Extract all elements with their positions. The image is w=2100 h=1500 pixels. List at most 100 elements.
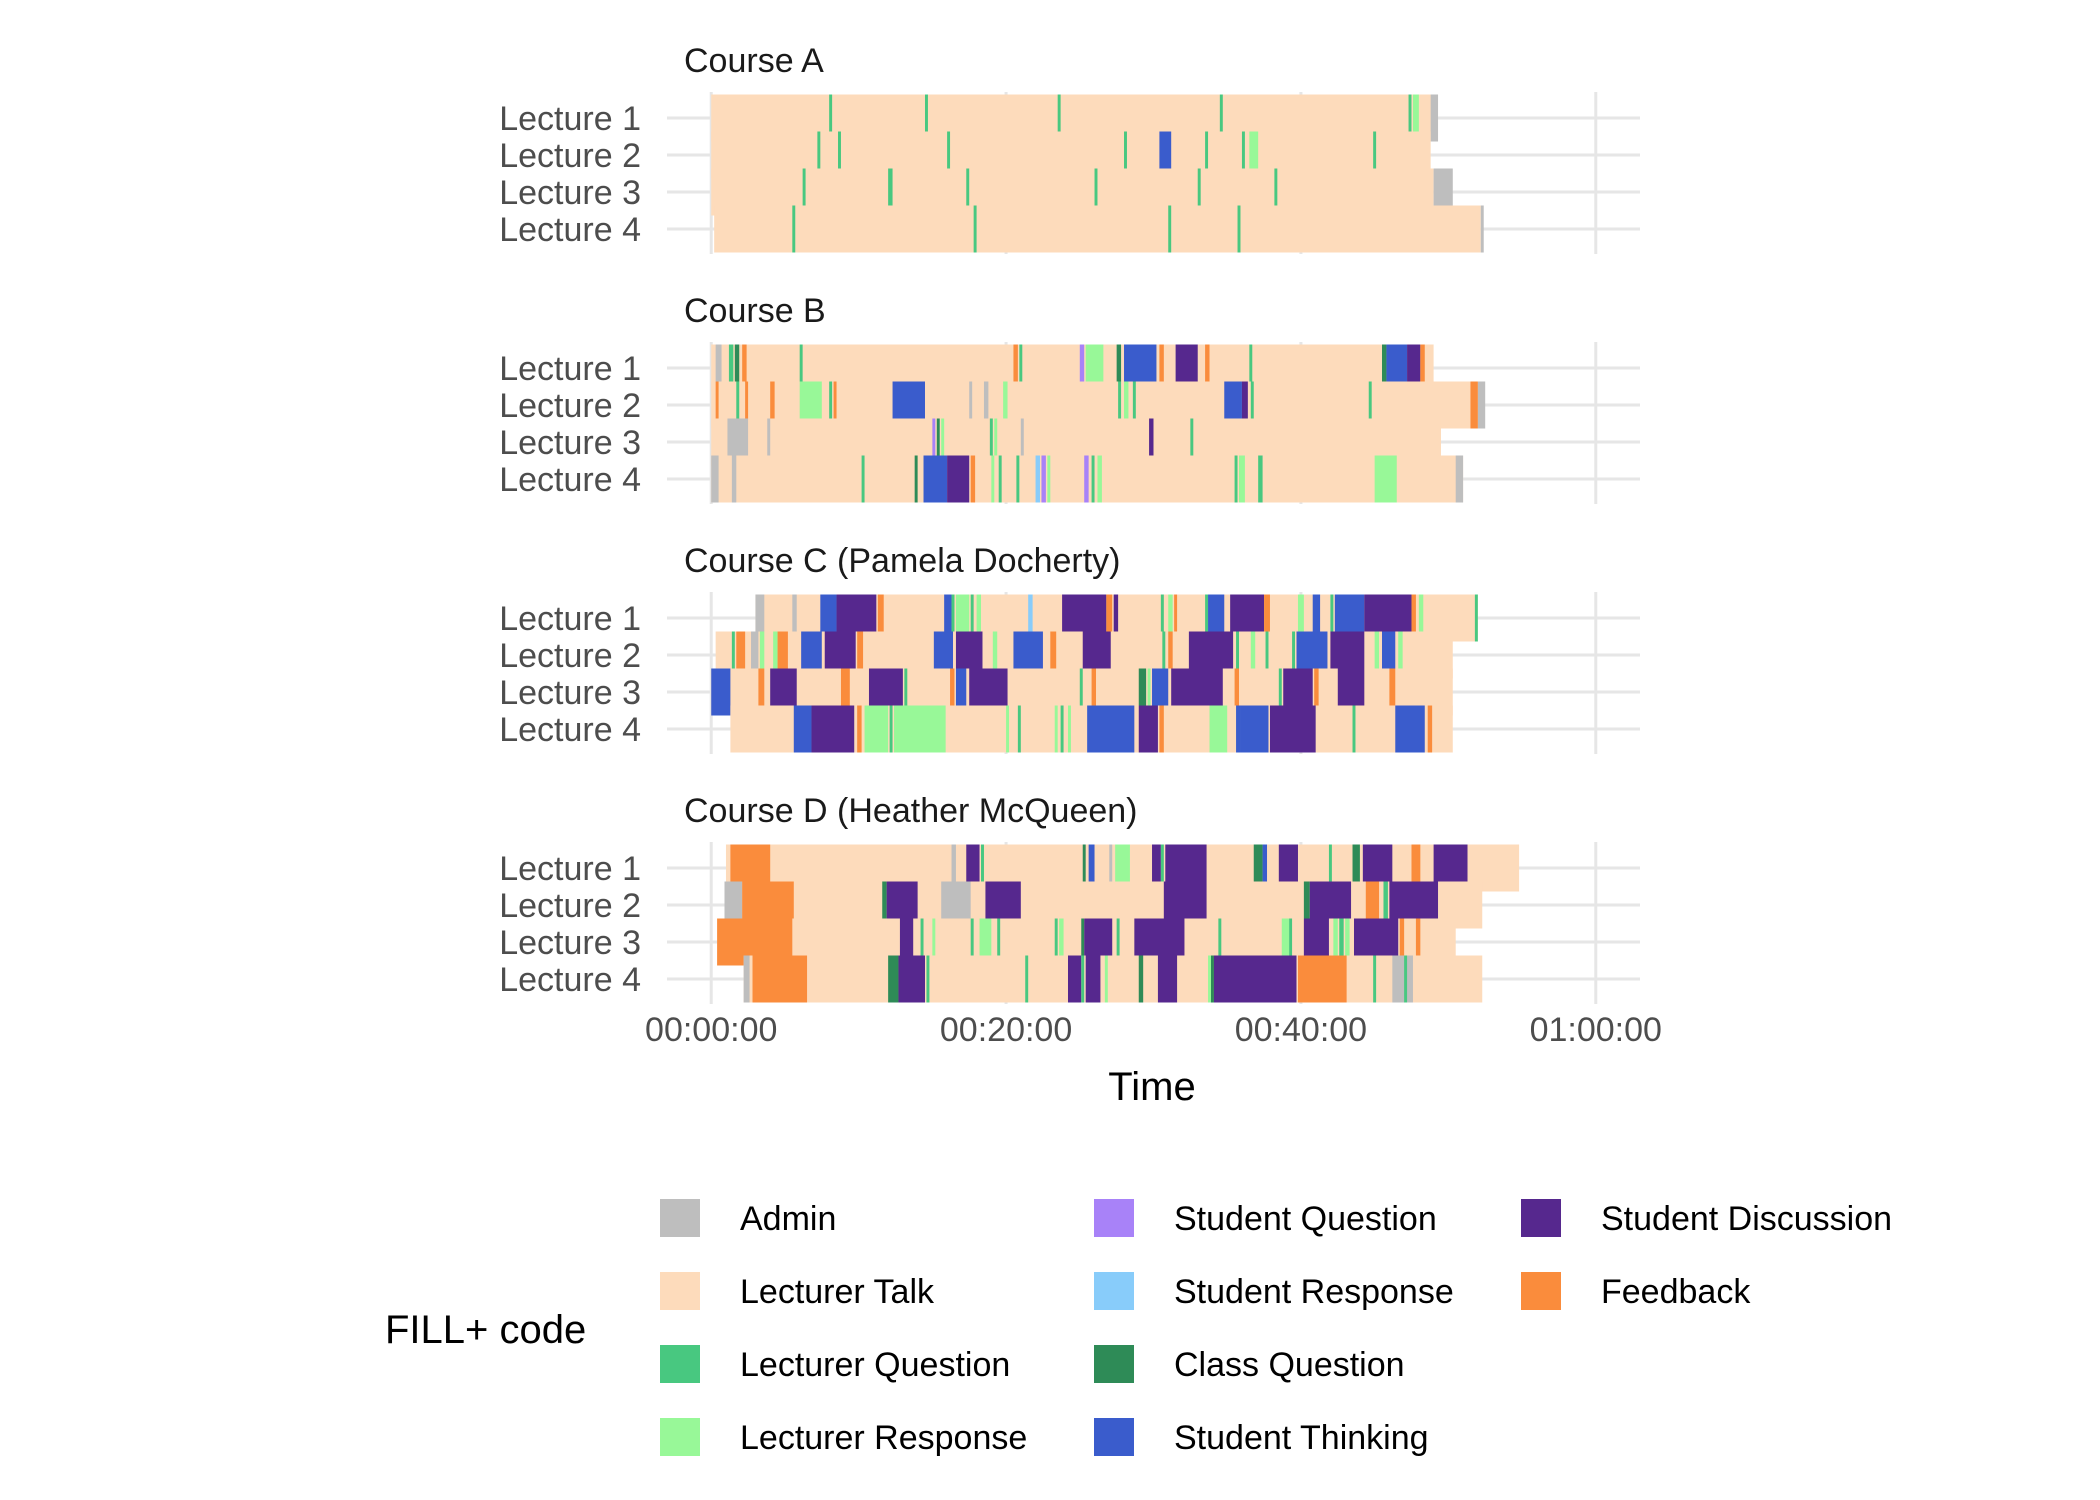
timeline-segment-lr [1239, 455, 1245, 503]
legend-item-admin: Admin [660, 1199, 836, 1238]
timeline-segment-lq [889, 705, 893, 753]
x-tick-label: 00:00:00 [645, 1011, 777, 1049]
timeline-segment-admin [1477, 381, 1486, 429]
timeline-segment-lq [981, 844, 984, 892]
timeline-segment-fb [1168, 631, 1173, 679]
timeline-segment-fb [736, 631, 746, 679]
timeline-segment-lq [1094, 168, 1098, 216]
timeline-segment-sd [1067, 955, 1082, 1003]
timeline-segment-lr [1104, 955, 1108, 1003]
timeline-segment-admin [1020, 418, 1024, 466]
timeline-segment-fb [770, 381, 775, 429]
timeline-segment-lr [1250, 631, 1256, 679]
timeline-segment-lr [759, 631, 765, 679]
legend-swatch [1094, 1199, 1134, 1237]
timeline-segment-lr [1374, 455, 1397, 503]
timeline-segment-st [1395, 705, 1425, 753]
legend-label: Student Discussion [1601, 1200, 1892, 1238]
timeline-segment-lq [1190, 418, 1194, 466]
legend-swatch [660, 1345, 700, 1383]
timeline-segment-lq [1250, 381, 1254, 429]
timeline-segment-lr [1333, 918, 1338, 966]
timeline-segment-cq [936, 418, 940, 466]
timeline-segment-admin [1433, 168, 1453, 216]
timeline-segment-admin [755, 594, 765, 642]
y-tick-label: Lecture 3 [499, 424, 641, 462]
timeline-segment-admin [711, 455, 719, 503]
timeline-segment-lr [992, 631, 998, 679]
timeline-segment-lr [976, 594, 982, 642]
legend-label: Class Question [1174, 1346, 1405, 1384]
timeline-segment-lq [1258, 455, 1263, 503]
timeline-segment-fb [1205, 344, 1210, 392]
timeline-segment-lq [1237, 205, 1241, 253]
timeline-segment-lq [1383, 881, 1388, 929]
timeline-segment-lq [1219, 94, 1223, 142]
legend-swatch [1094, 1418, 1134, 1456]
timeline-segment-lr [1398, 631, 1403, 679]
timeline-segment-lr [773, 631, 778, 679]
timeline-segment-fb [1470, 381, 1478, 429]
timeline-segment-st [1240, 705, 1269, 753]
timeline-segment-admin [1480, 205, 1484, 253]
timeline-segment-lq [989, 418, 993, 466]
timeline-segment-lq [1057, 94, 1061, 142]
facet-panel: Course D (Heather McQueen)Lecture 1Lectu… [499, 792, 1640, 1004]
timeline-segment-lr [1418, 594, 1424, 642]
timeline-segment-fb [758, 668, 765, 716]
legend: FILL+ code Admin Lecturer Talk Lecturer Qu… [385, 1199, 1892, 1457]
timeline-segment-st [820, 594, 837, 642]
timeline-segment-lq [1124, 131, 1127, 179]
timeline-segment-sd [811, 705, 855, 753]
timeline-segment-talk [743, 955, 1483, 1003]
legend-label: Student Question [1174, 1200, 1437, 1238]
timeline-segment-lq [1404, 955, 1408, 1003]
timeline-segment-lq [1205, 131, 1209, 179]
timeline-segment-lr [1097, 455, 1102, 503]
timeline-segment-fb [1174, 594, 1178, 642]
timeline-segment-admin [751, 631, 759, 679]
timeline-segment-lq [731, 631, 735, 679]
timeline-segment-lq [951, 594, 955, 642]
timeline-segment-lr [932, 918, 936, 966]
timeline-segment-lq [998, 455, 1002, 503]
timeline-segment-st [1087, 705, 1135, 753]
timeline-segment-st [955, 668, 967, 716]
timeline-segment-lr [1297, 594, 1304, 642]
timeline-segment-lq [1132, 381, 1136, 429]
timeline-segment-lq [1274, 168, 1278, 216]
timeline-segment-cq [1138, 955, 1144, 1003]
timeline-segment-fb [1234, 668, 1240, 716]
timeline-segment-lr [1085, 344, 1104, 392]
timeline-segment-cq [1138, 668, 1147, 716]
y-tick-label: Lecture 3 [499, 174, 641, 212]
timeline-segment-lq [966, 168, 970, 216]
timeline-segment-cq [1352, 844, 1360, 892]
timeline-segment-lq [829, 94, 833, 142]
timeline-segment-lq [1218, 918, 1222, 966]
timeline-segment-sd [1175, 344, 1198, 392]
timeline-segment-sr [1035, 455, 1040, 503]
timeline-segment-lr [1374, 631, 1380, 679]
timeline-segment-sd [947, 455, 970, 503]
y-tick-label: Lecture 2 [499, 637, 641, 675]
timeline-segment-fb [777, 631, 788, 679]
timeline-segment-fb [1411, 844, 1421, 892]
timeline-segment-sd [1157, 955, 1178, 1003]
timeline-segment-sq [1041, 455, 1046, 503]
legend-swatch [660, 1199, 700, 1237]
facet-title: Course D (Heather McQueen) [684, 792, 1138, 830]
y-tick-label: Lecture 4 [499, 961, 641, 999]
timeline-segment-fb [1159, 344, 1164, 392]
timeline-segment-sd [1407, 344, 1421, 392]
timeline-segment-lq [1373, 131, 1377, 179]
timeline-segment-lr [1412, 94, 1419, 142]
timeline-segment-cq [1382, 344, 1387, 392]
legend-item-talk: Lecturer Talk [660, 1272, 935, 1311]
timeline-segment-cq [888, 955, 899, 1003]
timeline-segment-lr [1003, 381, 1008, 429]
facet-panel: Course C (Pamela Docherty)Lecture 1Lectu… [499, 542, 1640, 754]
timeline-segment-lq [1249, 344, 1253, 392]
timeline-segment-lq [817, 131, 821, 179]
